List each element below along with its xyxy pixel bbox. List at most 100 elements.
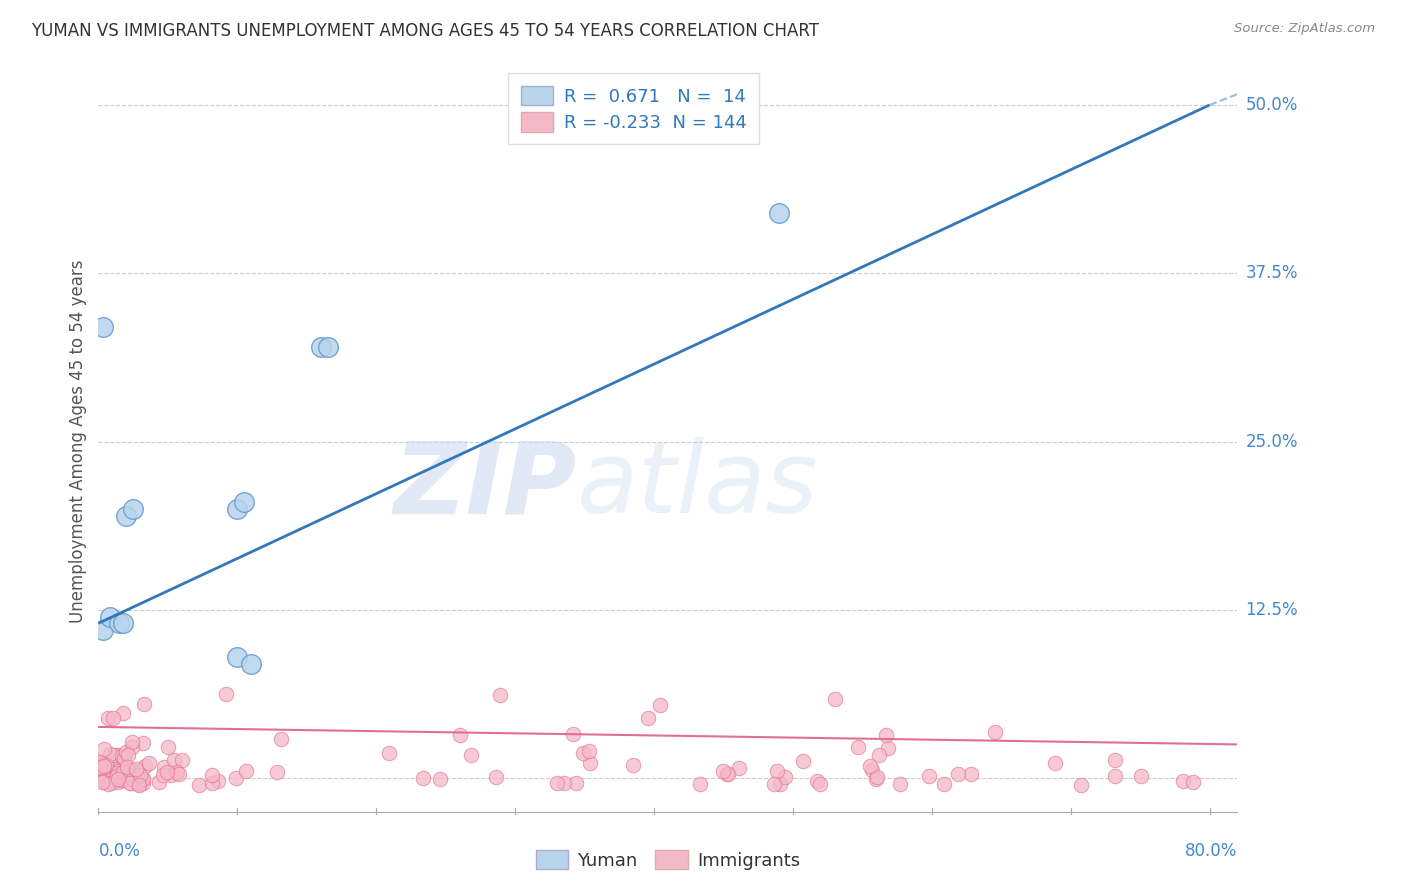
Point xyxy=(100,747,122,761)
Point xyxy=(763,777,786,791)
Point xyxy=(877,741,900,756)
Point xyxy=(105,769,128,783)
Point xyxy=(1171,773,1194,788)
Point xyxy=(1104,753,1126,767)
Point xyxy=(107,747,129,762)
Point xyxy=(114,745,136,759)
Point xyxy=(153,760,176,774)
Point xyxy=(240,657,263,671)
Point xyxy=(107,774,129,789)
Point xyxy=(917,769,939,783)
Point xyxy=(96,764,118,779)
Point xyxy=(637,711,659,725)
Point xyxy=(948,766,970,780)
Point xyxy=(132,697,155,711)
Point xyxy=(121,772,143,787)
Point xyxy=(377,746,399,760)
Point xyxy=(157,740,180,755)
Point xyxy=(134,759,156,773)
Point xyxy=(846,740,869,755)
Point xyxy=(148,775,170,789)
Point xyxy=(125,762,148,776)
Point xyxy=(156,765,179,780)
Point xyxy=(187,778,209,792)
Text: 50.0%: 50.0% xyxy=(1246,96,1298,114)
Point xyxy=(716,766,738,780)
Text: ZIP: ZIP xyxy=(394,437,576,534)
Text: 37.5%: 37.5% xyxy=(1246,264,1298,282)
Point xyxy=(96,764,118,779)
Point xyxy=(115,770,138,784)
Point xyxy=(225,771,247,785)
Point xyxy=(94,775,117,789)
Point xyxy=(868,747,890,762)
Point xyxy=(201,776,224,790)
Point xyxy=(316,340,339,354)
Point xyxy=(91,320,114,334)
Point xyxy=(235,764,257,779)
Point xyxy=(94,770,117,784)
Point xyxy=(159,768,181,782)
Point xyxy=(131,736,153,750)
Point xyxy=(100,764,122,779)
Point xyxy=(215,687,238,701)
Point xyxy=(128,777,150,791)
Point xyxy=(860,763,883,777)
Point xyxy=(1104,769,1126,783)
Point xyxy=(132,772,155,786)
Point xyxy=(122,770,145,784)
Point xyxy=(107,764,129,778)
Point xyxy=(107,771,129,785)
Point xyxy=(266,765,288,780)
Point xyxy=(97,777,120,791)
Point xyxy=(769,777,792,791)
Point xyxy=(101,758,124,772)
Point xyxy=(125,776,148,790)
Point xyxy=(128,768,150,782)
Point xyxy=(101,711,124,725)
Point xyxy=(110,772,132,787)
Point xyxy=(132,772,155,786)
Point xyxy=(128,772,150,786)
Point xyxy=(859,759,882,773)
Point xyxy=(270,732,292,747)
Point xyxy=(101,760,124,774)
Point xyxy=(648,698,671,713)
Point xyxy=(711,764,734,779)
Point xyxy=(94,757,117,772)
Point xyxy=(115,760,138,774)
Point xyxy=(90,755,112,769)
Point xyxy=(100,776,122,790)
Point xyxy=(112,616,135,631)
Point xyxy=(1130,769,1153,783)
Point xyxy=(111,749,134,764)
Point xyxy=(115,508,138,523)
Point xyxy=(766,764,789,778)
Point xyxy=(571,747,593,761)
Point xyxy=(932,777,955,791)
Point xyxy=(865,772,887,787)
Point xyxy=(170,754,193,768)
Point xyxy=(233,495,256,509)
Point xyxy=(162,753,184,767)
Point xyxy=(728,761,751,775)
Text: 12.5%: 12.5% xyxy=(1246,601,1298,619)
Y-axis label: Unemployment Among Ages 45 to 54 years: Unemployment Among Ages 45 to 54 years xyxy=(69,260,87,624)
Point xyxy=(1070,778,1092,792)
Point xyxy=(110,772,132,786)
Point xyxy=(808,777,831,791)
Point xyxy=(120,770,142,784)
Point xyxy=(689,777,711,791)
Text: 0.0%: 0.0% xyxy=(98,842,141,860)
Point xyxy=(120,775,142,789)
Point xyxy=(89,760,111,774)
Point xyxy=(201,768,224,782)
Point xyxy=(152,768,174,782)
Point xyxy=(132,776,155,790)
Point xyxy=(98,758,121,772)
Point xyxy=(118,776,141,790)
Point xyxy=(578,744,600,758)
Text: atlas: atlas xyxy=(576,437,818,534)
Point xyxy=(120,763,142,777)
Point xyxy=(105,764,128,778)
